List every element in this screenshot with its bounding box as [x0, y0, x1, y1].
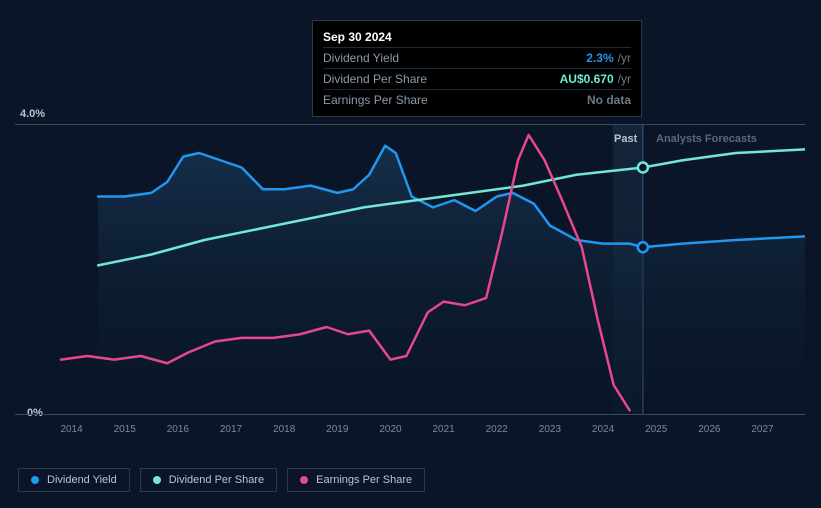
tooltip-value: No data: [587, 93, 631, 107]
bottom-axis-line: [15, 414, 805, 415]
x-axis-tick: 2025: [645, 424, 667, 435]
tooltip-row: Dividend Yield 2.3% /yr: [323, 47, 631, 68]
x-axis-tick: 2026: [698, 424, 720, 435]
x-axis-tick: 2019: [326, 424, 348, 435]
x-axis-tick: 2022: [486, 424, 508, 435]
legend-dot: [153, 476, 161, 484]
x-axis-tick: 2020: [379, 424, 401, 435]
x-axis-tick: 2023: [539, 424, 561, 435]
tooltip-row: Earnings Per Share No data: [323, 89, 631, 110]
y-axis-max-label: 4.0%: [20, 108, 45, 120]
legend-dot: [300, 476, 308, 484]
tooltip-row: Dividend Per Share AU$0.670/yr: [323, 68, 631, 89]
tooltip-unit: /yr: [618, 51, 631, 65]
tooltip-value: 2.3%: [586, 51, 613, 65]
tooltip-value: AU$0.670: [560, 72, 614, 86]
forecast-region-label: Analysts Forecasts: [656, 133, 757, 145]
legend-label: Dividend Per Share: [169, 474, 264, 486]
x-axis-tick: 2015: [114, 424, 136, 435]
chart-tooltip: Sep 30 2024 Dividend Yield2.3%/yrDividen…: [312, 20, 642, 117]
x-axis: 2014 2015 2016 2017 2018 2019 2020 2021 2022 2023…: [45, 424, 805, 444]
legend-item[interactable]: Dividend Per Share: [140, 468, 277, 492]
legend-label: Earnings Per Share: [316, 474, 412, 486]
x-axis-tick: 2016: [167, 424, 189, 435]
x-axis-tick: 2027: [751, 424, 773, 435]
legend-item[interactable]: Dividend Yield: [18, 468, 130, 492]
legend-label: Dividend Yield: [47, 474, 117, 486]
y-axis-min-label: 0%: [27, 407, 43, 419]
chart-plot-area[interactable]: [45, 124, 805, 414]
x-axis-tick: 2021: [432, 424, 454, 435]
legend-item[interactable]: Earnings Per Share: [287, 468, 425, 492]
tooltip-unit: /yr: [618, 72, 631, 86]
x-axis-tick: 2017: [220, 424, 242, 435]
chart-svg: [45, 124, 805, 414]
x-axis-tick: 2018: [273, 424, 295, 435]
x-axis-tick: 2014: [60, 424, 82, 435]
past-region-label: Past: [614, 133, 637, 145]
tooltip-label: Dividend Per Share: [323, 72, 427, 86]
x-axis-tick: 2024: [592, 424, 614, 435]
tooltip-date: Sep 30 2024: [323, 27, 631, 47]
tooltip-label: Earnings Per Share: [323, 93, 428, 107]
chart-legend: Dividend Yield Dividend Per Share Earnings…: [18, 468, 425, 492]
legend-dot: [31, 476, 39, 484]
tooltip-label: Dividend Yield: [323, 51, 399, 65]
